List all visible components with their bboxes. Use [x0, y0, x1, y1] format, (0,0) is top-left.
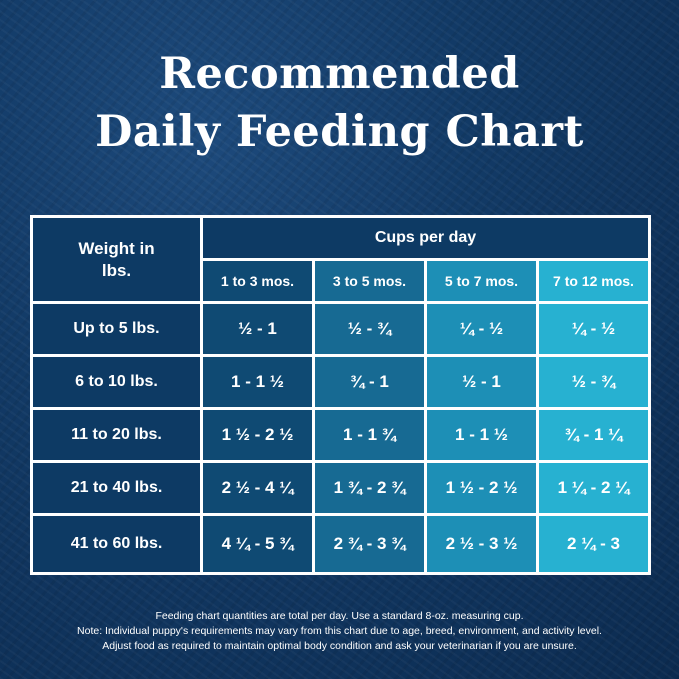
cups-per-day-header: Cups per day: [200, 215, 651, 261]
cups-cell: ½ - 1: [424, 354, 539, 410]
cups-cell: ¼ - ½: [424, 301, 539, 357]
cups-cell: 4 ¼ - 5 ¾: [200, 513, 315, 575]
footnote: Note: Individual puppy's requirements ma…: [77, 625, 602, 637]
footnote: Adjust food as required to maintain opti…: [102, 640, 577, 652]
cups-cell: ¾ - 1: [312, 354, 427, 410]
cups-cell: 1 - 1 ½: [424, 407, 539, 463]
cups-cell: 1 - 1 ¾: [312, 407, 427, 463]
cups-cell: 2 ½ - 4 ¼: [200, 460, 315, 516]
cups-cell: 1 - 1 ½: [200, 354, 315, 410]
column-header: 5 to 7 mos.: [424, 258, 539, 304]
weight-cell: 41 to 60 lbs.: [30, 513, 203, 575]
weight-header: Weight in lbs.: [30, 215, 203, 304]
feeding-table: Weight in lbs. Cups per day 1 to 3 mos. 3…: [30, 215, 651, 575]
column-header: 7 to 12 mos.: [536, 258, 651, 304]
column-header: 3 to 5 mos.: [312, 258, 427, 304]
cups-cell: 1 ½ - 2 ½: [424, 460, 539, 516]
cups-cell: ½ - ¾: [312, 301, 427, 357]
cups-cell: 1 ¼ - 2 ¼: [536, 460, 651, 516]
cups-cell: ½ - 1: [200, 301, 315, 357]
column-header: 1 to 3 mos.: [200, 258, 315, 304]
footnotes: Feeding chart quantities are total per d…: [0, 609, 679, 654]
weight-cell: 21 to 40 lbs.: [30, 460, 203, 516]
weight-cell: 11 to 20 lbs.: [30, 407, 203, 463]
title-line-2: Daily Feeding Chart: [95, 107, 584, 157]
weight-cell: Up to 5 lbs.: [30, 301, 203, 357]
cups-cell: 1 ½ - 2 ½: [200, 407, 315, 463]
cups-cell: ¾ - 1 ¼: [536, 407, 651, 463]
weight-cell: 6 to 10 lbs.: [30, 354, 203, 410]
cups-cell: 2 ¼ - 3: [536, 513, 651, 575]
cups-cell: 1 ¾ - 2 ¾: [312, 460, 427, 516]
cups-cell: ½ - ¾: [536, 354, 651, 410]
title-line-1: Recommended: [159, 49, 520, 99]
cups-cell: 2 ½ - 3 ½: [424, 513, 539, 575]
cups-cell: 2 ¾ - 3 ¾: [312, 513, 427, 575]
cups-cell: ¼ - ½: [536, 301, 651, 357]
footnote: Feeding chart quantities are total per d…: [155, 610, 524, 622]
